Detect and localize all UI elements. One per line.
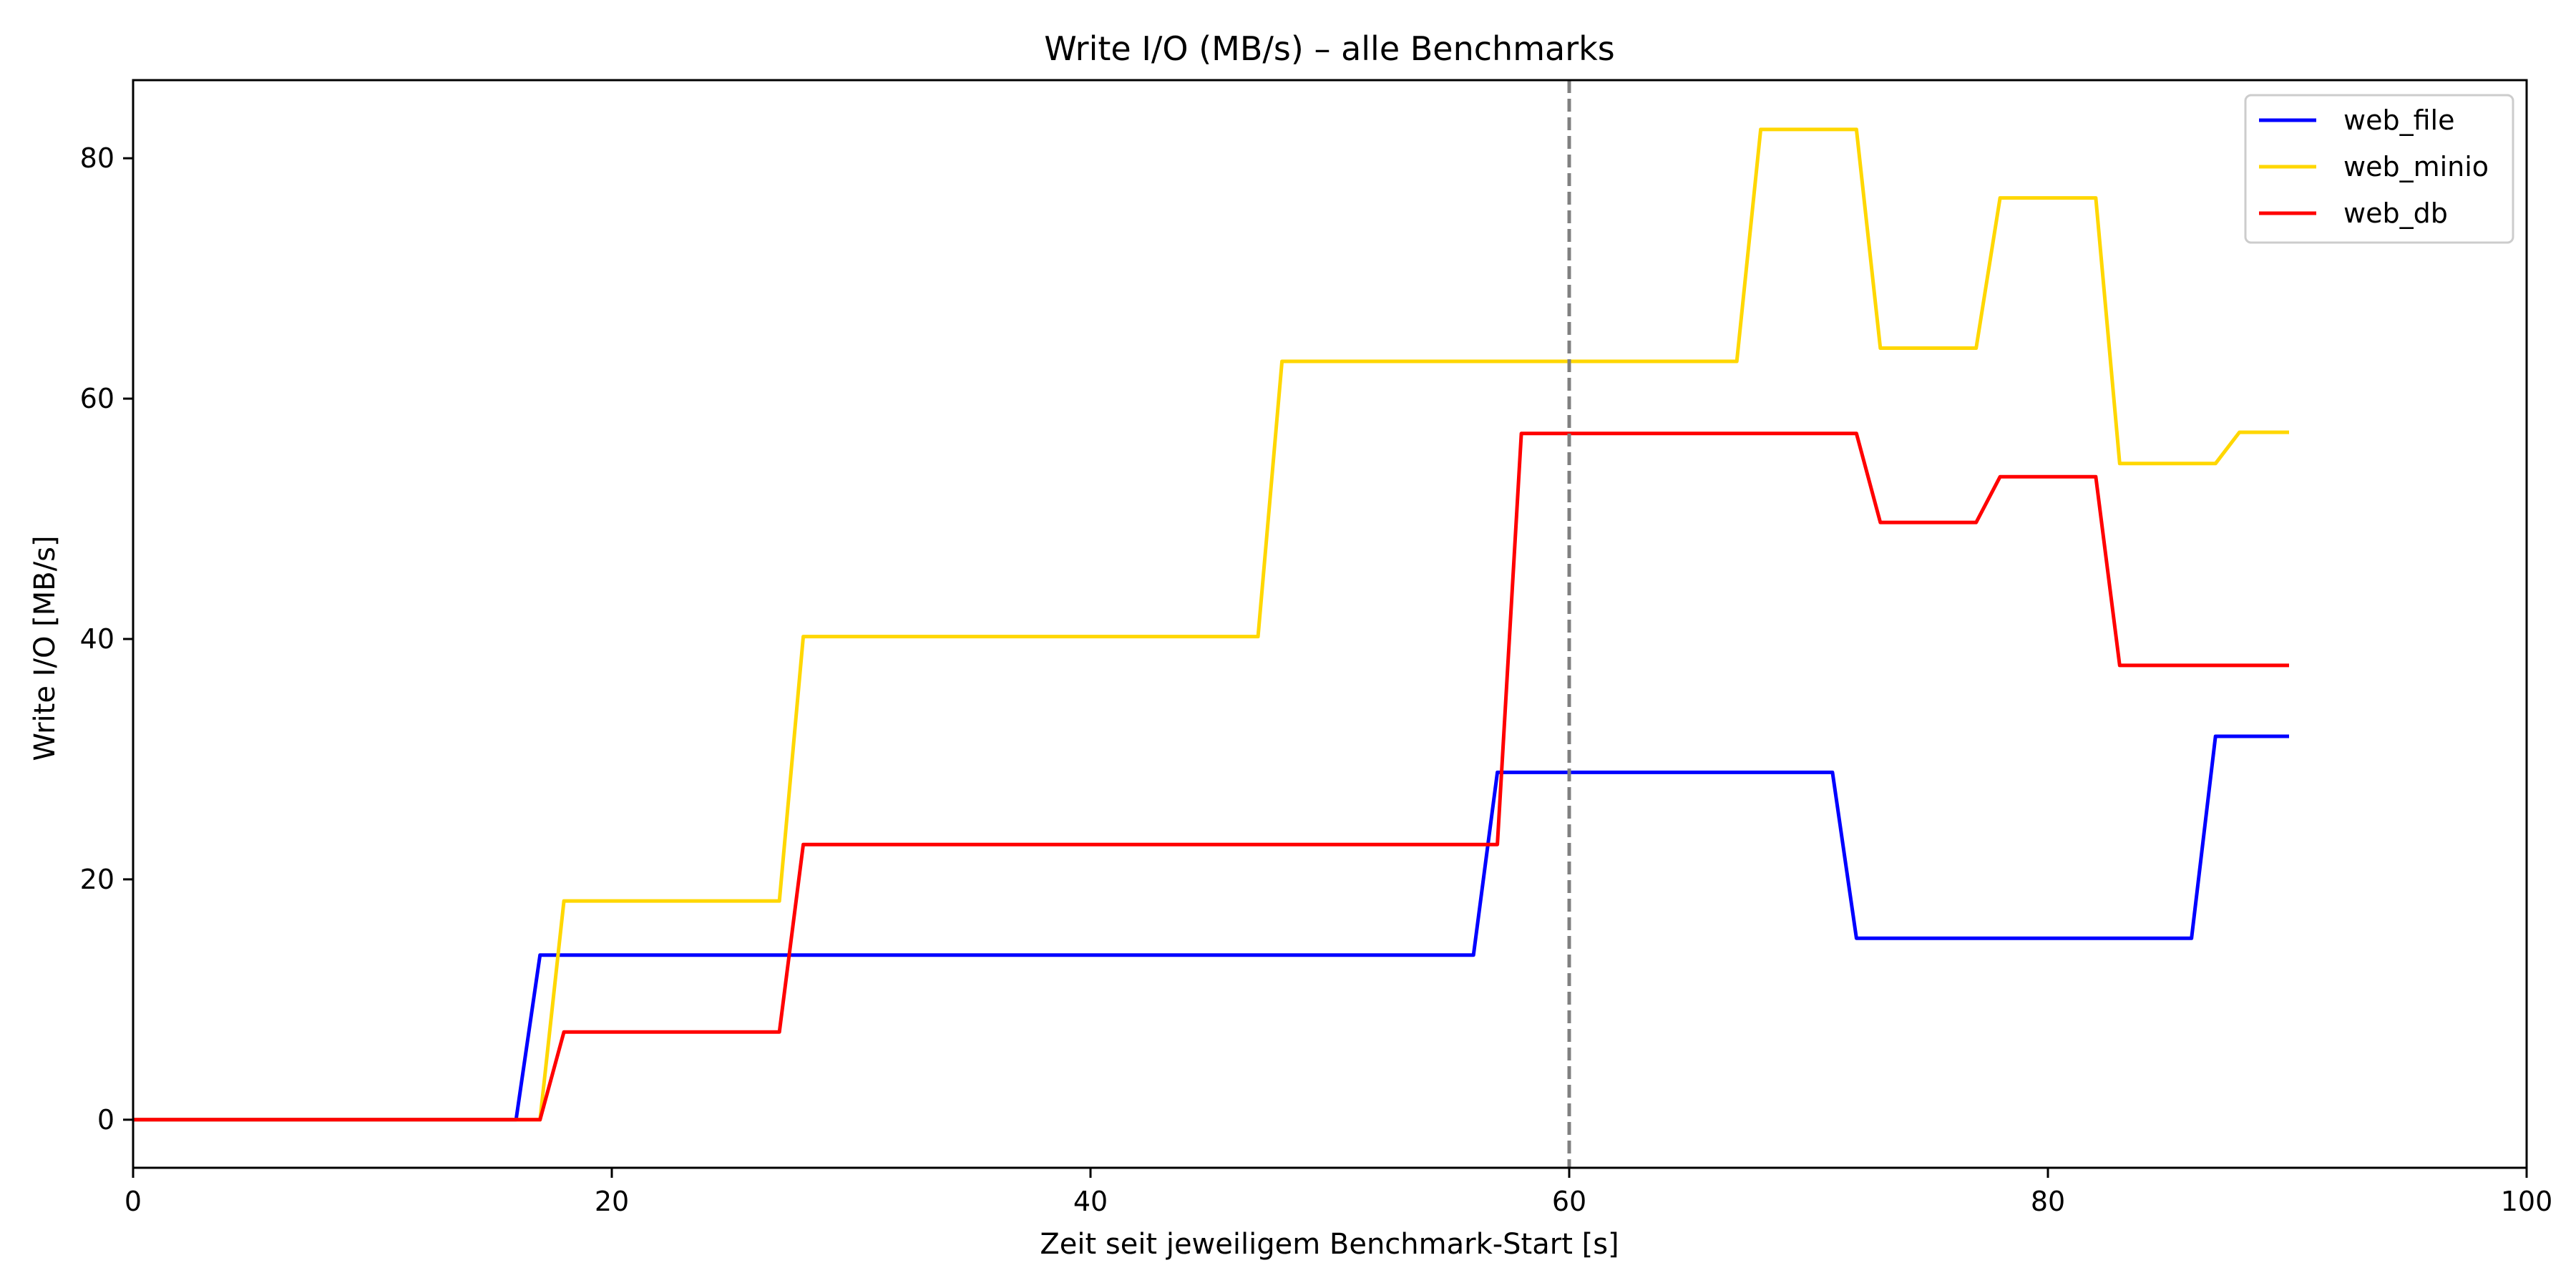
x-axis-label: Zeit seit jeweiligem Benchmark-Start [s] — [1040, 1228, 1619, 1261]
legend-items: web_file web_minio web_db — [2259, 104, 2489, 229]
legend-label-web-db: web_db — [2343, 197, 2448, 229]
series-line-web-file — [133, 734, 2289, 1122]
x-tick-label: 0 — [125, 1186, 142, 1217]
legend-label-web-file: web_file — [2343, 104, 2454, 136]
x-tick-label: 80 — [2031, 1186, 2065, 1217]
series-layer — [133, 127, 2289, 1122]
legend: web_file web_minio web_db — [2244, 94, 2514, 244]
chart-title: Write I/O (MB/s) – alle Benchmarks — [1044, 29, 1614, 68]
y-axis-ticks: 0 20 40 60 80 — [80, 142, 133, 1136]
series-line-web-minio — [133, 127, 2289, 1122]
series-line-web-db — [133, 431, 2289, 1122]
plot-frame — [132, 79, 2528, 1169]
y-tick-label: 40 — [80, 623, 114, 655]
x-tick-label: 20 — [595, 1186, 629, 1217]
x-axis-ticks: 0 20 40 60 80 100 — [125, 1168, 2552, 1217]
legend-box — [2244, 94, 2514, 244]
legend-label-web-minio: web_minio — [2343, 151, 2489, 182]
y-tick-label: 60 — [80, 383, 114, 414]
x-tick-label: 60 — [1552, 1186, 1586, 1217]
y-tick-label: 20 — [80, 864, 114, 895]
y-axis-label: Write I/O [MB/s] — [29, 535, 62, 761]
plot-area — [133, 80, 2289, 1168]
y-tick-label: 0 — [97, 1104, 114, 1136]
y-tick-label: 80 — [80, 142, 114, 174]
x-tick-label: 100 — [2501, 1186, 2553, 1217]
x-tick-label: 40 — [1073, 1186, 1108, 1217]
